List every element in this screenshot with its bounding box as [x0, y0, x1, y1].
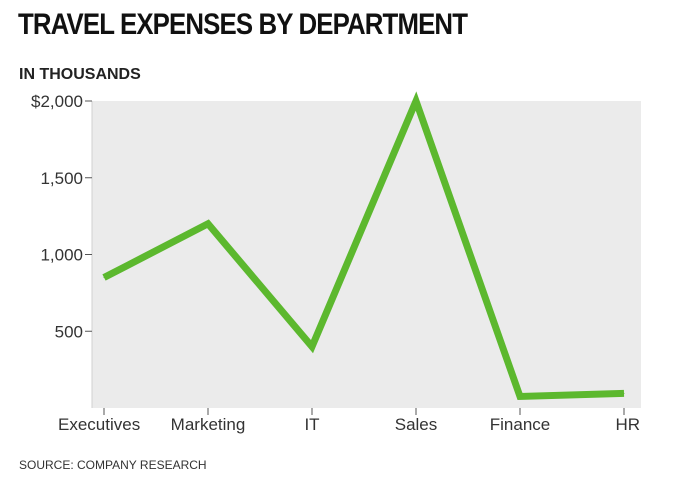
x-tick-label: Marketing	[171, 415, 246, 434]
series-layer	[102, 91, 625, 401]
y-tick-label: 1,500	[40, 169, 83, 188]
data-point-executives	[103, 277, 105, 279]
x-tick-label: HR	[615, 415, 640, 434]
x-tick-label: Finance	[490, 415, 550, 434]
chart-source: SOURCE: COMPANY RESEARCH	[19, 458, 207, 472]
chart-title: TRAVEL EXPENSES BY DEPARTMENT	[18, 8, 468, 41]
data-point-sales	[415, 100, 417, 102]
x-tick-label: IT	[304, 415, 319, 434]
data-point-finance	[519, 395, 521, 397]
chart-subtitle: IN THOUSANDS	[19, 66, 141, 83]
y-tick-label: $2,000	[31, 92, 83, 111]
x-tick-label: Executives	[58, 415, 140, 434]
data-point-hr	[623, 392, 625, 394]
y-tick-label: 1,000	[40, 246, 83, 265]
plot-area	[92, 101, 641, 408]
x-axis: Executives Marketing IT Sales Finance HR	[58, 408, 640, 434]
data-point-it	[311, 346, 313, 348]
series-line	[102, 91, 625, 401]
x-tick-label: Sales	[395, 415, 438, 434]
y-tick-label: 500	[55, 322, 83, 341]
data-point-marketing	[207, 223, 209, 225]
y-axis: 500 1,000 1,500 $2,000	[31, 92, 93, 408]
